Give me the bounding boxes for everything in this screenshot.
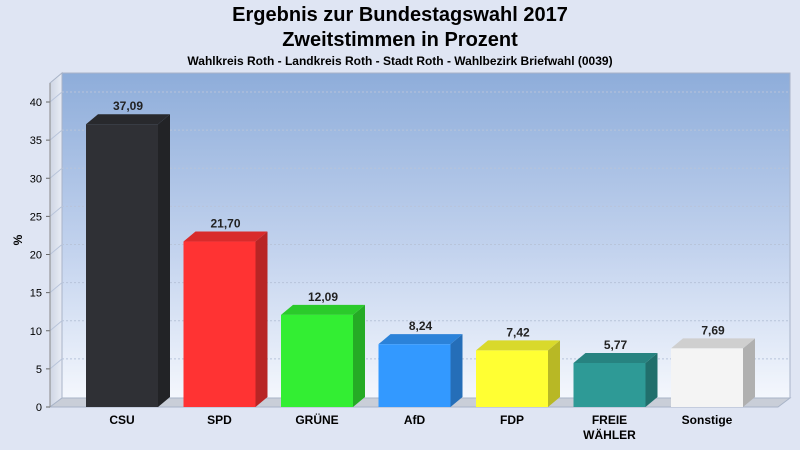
chart-title: Ergebnis zur Bundestagswahl 2017 [232,4,568,26]
chart-caption: Wahlkreis Roth - Landkreis Roth - Stadt … [187,54,613,68]
bar-front [281,314,353,407]
y-tick-label: 0 [36,402,42,414]
bar-front [476,350,548,407]
bar-top [573,353,658,364]
value-label: 21,70 [210,217,240,231]
category-label: CSU [109,413,134,427]
bar [378,334,463,407]
bar [671,338,755,407]
grid-lines [49,91,790,370]
grid-line-side [49,167,63,179]
bar-front [671,348,743,407]
bar-front [86,124,158,407]
bar-top [281,304,365,315]
value-labels: 37,09 21,70 12,09 8,24 7,42 5,77 7,69 [113,99,725,352]
value-label: 8,24 [409,319,433,333]
grid-line-side [49,129,63,141]
category-label: FDP [500,413,524,427]
plot-side-wall [49,71,63,408]
y-tick-label: 15 [30,288,42,300]
chart-subtitle: Zweitstimmen in Prozent [282,29,518,51]
bar-front [378,344,451,407]
category-label: AfD [404,413,426,427]
bar-top [476,340,560,351]
grid-line-side [49,91,63,103]
bar [281,304,365,407]
grid-line-side [49,205,63,217]
y-tick-label: 5 [36,364,42,376]
bar [86,114,170,407]
bar-top [671,338,755,349]
grid-line-side [49,320,63,332]
bar-top [86,114,170,125]
y-tick-label: 40 [30,97,42,109]
category-label: GRÜNE [295,412,338,427]
bar [573,353,658,407]
bar-front [183,241,256,407]
bar-top [183,231,268,242]
y-tick-label: 35 [30,135,42,147]
y-tick-label: 25 [30,211,42,223]
bar-side [353,304,365,407]
bar-side [158,114,170,407]
value-label: 7,69 [701,323,725,337]
bar [183,231,268,407]
value-label: 37,09 [113,99,143,113]
category-label: Sonstige [682,413,733,427]
value-label: 5,77 [604,338,628,352]
category-label: FREIE [592,413,627,427]
bar-side [548,340,560,407]
value-label: 7,42 [506,325,530,339]
grid-line-side [49,358,63,370]
bar [476,340,560,407]
y-tick-label: 20 [30,250,42,262]
y-tick-label: 30 [30,173,42,185]
value-label: 12,09 [308,290,338,304]
category-label: SPD [207,413,232,427]
bar-front [573,363,646,407]
bars [86,114,755,407]
bar-side [255,231,268,407]
bar-side [743,338,755,407]
bar-top [378,334,463,345]
category-label: WÄHLER [583,427,636,442]
y-tick-label: 10 [30,326,42,338]
grid-line-side [49,244,63,255]
bar-side [645,353,658,407]
y-axis-label: % [11,234,25,245]
y-axis-ticks: 0 5 10 15 20 25 30 35 40 [30,97,50,414]
grid-line-side [49,282,63,294]
bar-side [450,334,463,407]
